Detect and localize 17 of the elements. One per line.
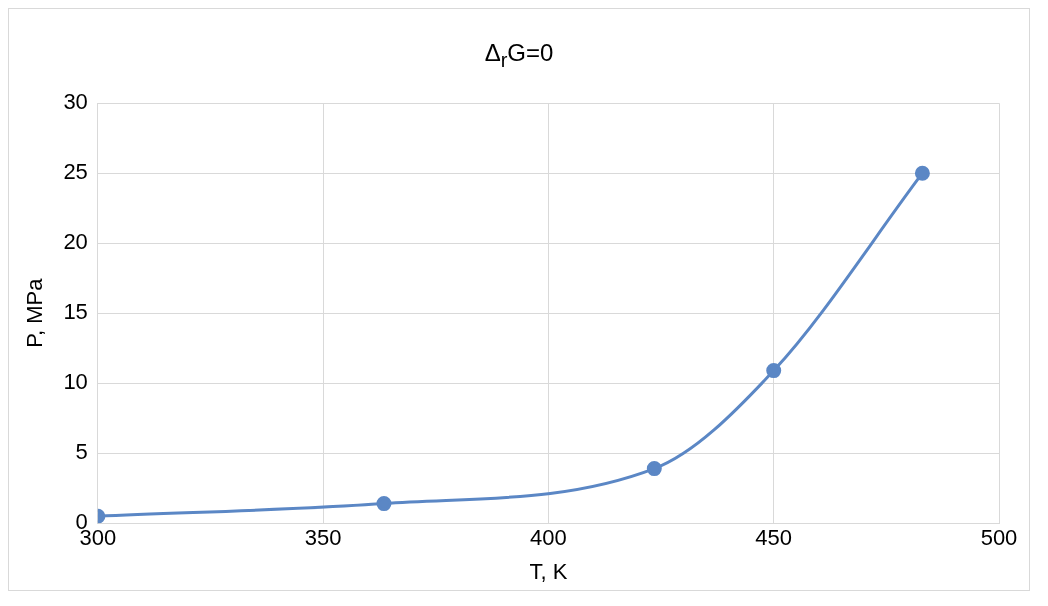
x-axis-title: T, K [529, 558, 568, 584]
x-tick-label: 450 [755, 525, 793, 551]
chart-title: Δ$_{r}$G=0 [483, 38, 555, 73]
y-tick-label: 25 [63, 159, 88, 185]
x-tick-label: 500 [980, 525, 1018, 551]
y-tick-label: 10 [63, 369, 88, 395]
x-tick-label: 400 [530, 525, 567, 551]
point [766, 362, 782, 378]
point [914, 165, 930, 181]
y-tick-label: 15 [63, 299, 88, 325]
y-axis-title: P, MPa [22, 277, 48, 348]
point [376, 495, 392, 511]
x-tick-label: 350 [304, 525, 342, 551]
y-tick-label: 5 [75, 439, 88, 465]
point [646, 460, 662, 476]
y-tick-label: 20 [63, 229, 88, 255]
y-tick-label: 30 [63, 89, 88, 115]
